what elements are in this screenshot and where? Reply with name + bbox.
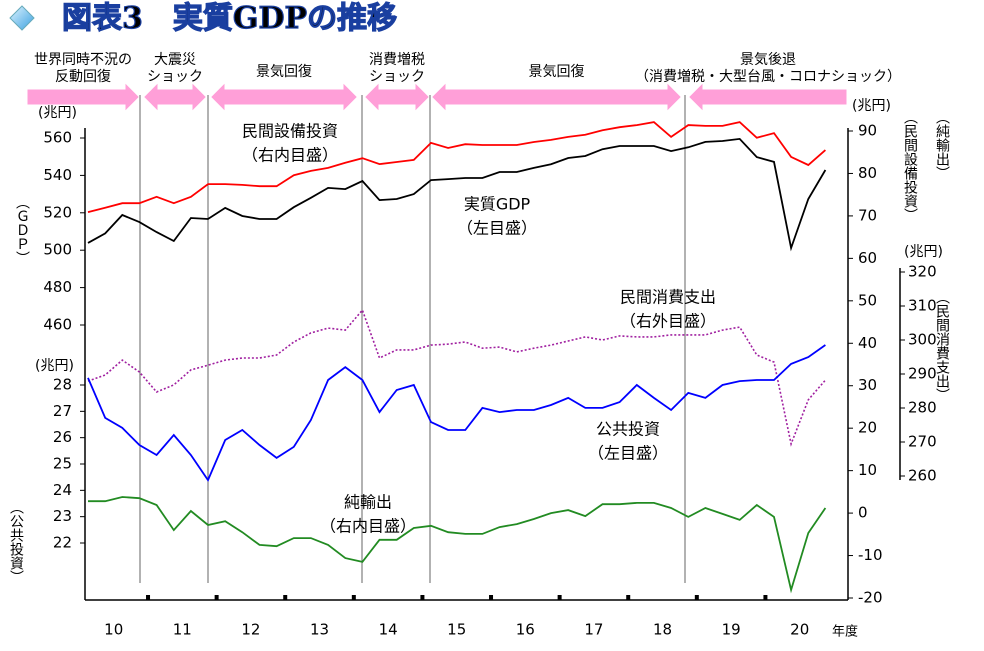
y-tick-label: 90 — [858, 122, 877, 140]
phase-arrow — [689, 83, 847, 111]
y-tick-label: 40 — [858, 334, 877, 352]
phase-label: 景気回復 — [256, 63, 312, 80]
y-tick-label: 460 — [43, 316, 72, 334]
y-tick-label: 320 — [908, 263, 937, 281]
year-mark — [283, 595, 288, 600]
x-tick-label: 10 — [104, 621, 123, 639]
year-mark — [351, 595, 356, 600]
phase-arrow — [27, 83, 139, 111]
x-tick-label: 20 — [790, 621, 809, 639]
series-line — [87, 308, 827, 447]
chart-title: 図表3 実質GDPの推移 — [62, 1, 397, 36]
y-tick-label: 260 — [908, 467, 937, 485]
series-note: （右外目盛） — [620, 312, 716, 331]
y-tick-label: 270 — [908, 433, 937, 451]
y-axis-title: （ＧＤＰ） — [14, 195, 30, 265]
x-tick-label: 11 — [173, 621, 192, 639]
y-tick-label: -20 — [858, 589, 883, 607]
year-mark — [694, 595, 699, 600]
series-line — [87, 121, 826, 213]
year-mark — [489, 595, 494, 600]
y-tick-label: 20 — [858, 419, 877, 437]
x-tick-label: 18 — [653, 621, 672, 639]
year-mark — [420, 595, 425, 600]
y-tick-label: 28 — [53, 376, 72, 394]
y-tick-label: 26 — [53, 428, 72, 446]
y-tick-label: 23 — [53, 507, 72, 525]
y-tick-label: 540 — [43, 166, 72, 184]
phase-label: ショック — [369, 69, 425, 85]
y-tick-label: 300 — [908, 331, 937, 349]
y4-unit: (兆円) — [904, 244, 943, 260]
phase-label: 世界同時不況の — [34, 52, 132, 68]
series-note: （右内目盛） — [320, 517, 416, 536]
y-tick-label: 70 — [858, 206, 877, 224]
y3-unit: (兆円) — [35, 358, 74, 374]
title-icon — [9, 5, 35, 31]
x-tick-label: 15 — [447, 621, 466, 639]
series-line — [87, 344, 826, 482]
series-label: 純輸出 — [344, 493, 392, 512]
y-tick-label: 0 — [858, 504, 868, 522]
year-mark — [557, 595, 562, 600]
series-note: （左目盛） — [588, 444, 668, 463]
y2-axis-title: （民間設備投資） — [902, 110, 918, 222]
x-tick-label: 17 — [584, 621, 603, 639]
series-label: 公共投資 — [596, 420, 660, 439]
phase-label: 景気後退 — [740, 52, 796, 68]
series-label: 民間設備投資 — [242, 122, 338, 141]
phase-arrow — [211, 83, 357, 111]
series-note: （右内目盛） — [242, 146, 338, 165]
y2-axis-title: （純輸出） — [934, 110, 950, 180]
series-label: 実質GDP — [464, 195, 531, 214]
phase-label: 景気回復 — [529, 63, 585, 80]
series-note: （左目盛） — [457, 219, 537, 238]
y-tick-label: 500 — [43, 241, 72, 259]
y-tick-label: 290 — [908, 365, 937, 383]
y-tick-label: 60 — [858, 249, 877, 267]
y3-axis-title: （公共投資） — [8, 500, 24, 584]
y-tick-label: 520 — [43, 203, 72, 221]
x-tick-label: 19 — [722, 621, 741, 639]
phase-label: （消費増税・大型台風・コロナショック） — [635, 69, 901, 85]
y4-axis-title: （民間消費支出） — [934, 290, 950, 402]
x-unit: 年度 — [832, 624, 858, 640]
year-mark — [763, 595, 768, 600]
year-mark — [214, 595, 219, 600]
series-line — [88, 496, 827, 594]
y-tick-label: 560 — [43, 129, 72, 147]
x-tick-label: 14 — [379, 621, 398, 639]
y-tick-label: 27 — [53, 402, 72, 420]
phase-label: ショック — [147, 69, 203, 85]
series-line — [87, 137, 827, 252]
y-tick-label: 310 — [908, 297, 937, 315]
y-tick-label: 10 — [858, 461, 877, 479]
y-tick-label: 50 — [858, 291, 877, 309]
x-tick-label: 12 — [241, 621, 260, 639]
year-mark — [626, 595, 631, 600]
y-tick-label: 80 — [858, 164, 877, 182]
x-tick-label: 13 — [310, 621, 329, 639]
y-tick-label: -10 — [858, 546, 883, 564]
y-tick-label: 280 — [908, 399, 937, 417]
y-unit: (兆円) — [38, 105, 77, 121]
year-mark — [146, 595, 151, 600]
y-tick-label: 22 — [53, 534, 72, 552]
phase-arrow — [144, 83, 206, 111]
phase-label: 消費増税 — [369, 52, 425, 68]
phase-arrow — [432, 83, 681, 111]
series-label: 民間消費支出 — [620, 288, 716, 307]
y-tick-label: 30 — [858, 376, 877, 394]
phase-arrow — [365, 83, 429, 111]
x-tick-label: 16 — [516, 621, 535, 639]
y-tick-label: 24 — [53, 481, 72, 499]
y2-unit: (兆円) — [852, 98, 891, 114]
phase-label: 反動回復 — [55, 68, 111, 85]
y-tick-label: 480 — [43, 278, 72, 296]
y-tick-label: 25 — [53, 455, 72, 473]
phase-label: 大震災 — [154, 52, 196, 68]
